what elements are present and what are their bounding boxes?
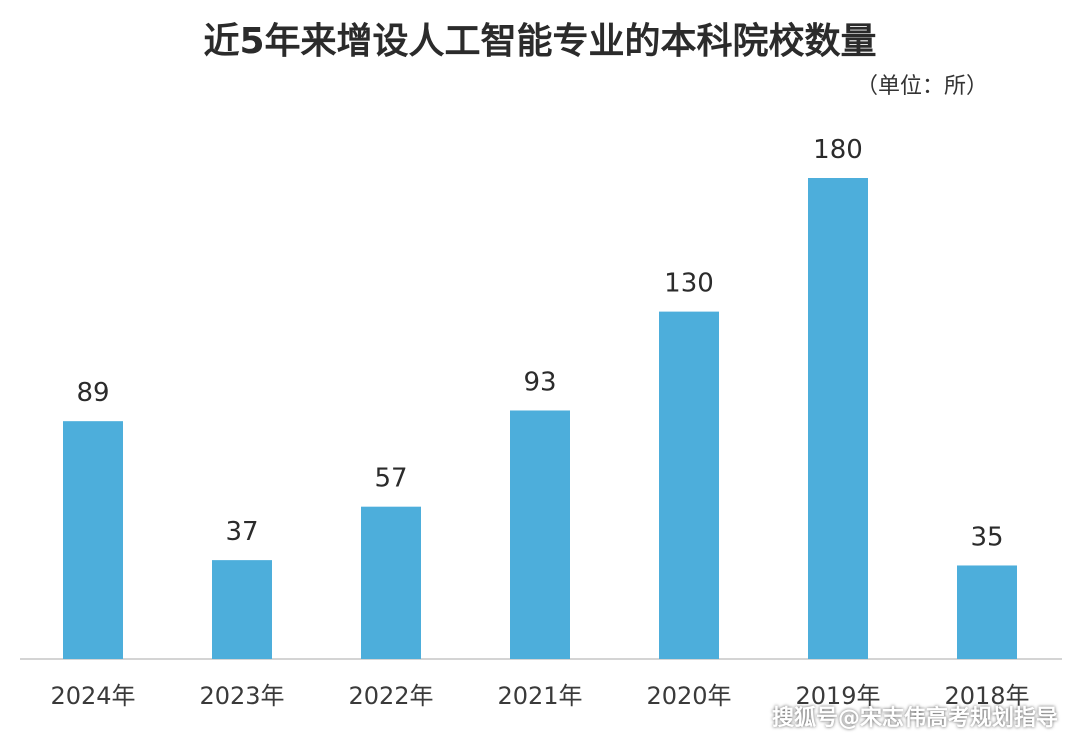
- x-tick-label: 2024年: [50, 682, 135, 710]
- x-tick-label: 2020年: [646, 682, 731, 710]
- data-label: 93: [523, 367, 556, 397]
- data-label: 130: [664, 269, 714, 299]
- bar: [957, 565, 1017, 659]
- bar: [510, 410, 570, 659]
- data-label: 35: [970, 522, 1003, 552]
- x-tick-label: 2019年: [795, 682, 880, 710]
- watermark: 搜狐号@宋志伟高考规划指导: [771, 706, 1058, 731]
- chart-title: 近5年来增设人工智能专业的本科院校数量: [203, 21, 877, 62]
- bar: [808, 178, 868, 659]
- bar: [63, 421, 123, 659]
- data-label: 89: [76, 378, 109, 408]
- x-tick-label: 2022年: [348, 682, 433, 710]
- x-tick-label: 2023年: [199, 682, 284, 710]
- unit-label: （单位：所）: [855, 74, 988, 99]
- data-label: 37: [225, 517, 258, 547]
- bar: [212, 560, 272, 659]
- bar: [361, 506, 421, 659]
- data-label: 57: [374, 464, 407, 494]
- data-label: 180: [813, 135, 863, 165]
- x-tick-label: 2018年: [944, 682, 1029, 710]
- x-tick-label: 2021年: [497, 682, 582, 710]
- bar: [659, 311, 719, 659]
